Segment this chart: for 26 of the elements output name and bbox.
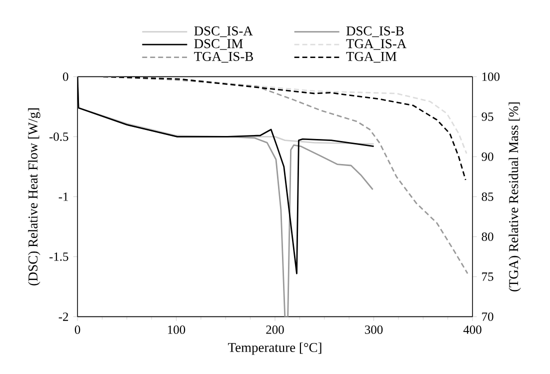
y2-tick-label: 100 xyxy=(482,72,500,81)
legend-label: DSC_IM xyxy=(194,39,243,50)
y-axis-title: (DSC) Relative Heat Flow [W/g] xyxy=(28,108,40,286)
x-tick-label: 200 xyxy=(266,326,284,334)
y2-tick-label: 95 xyxy=(482,112,494,121)
y2-tick-label: 75 xyxy=(482,272,494,281)
y-tick-label: -1 xyxy=(58,192,68,201)
y2-tick-label: 90 xyxy=(482,152,494,161)
x-axis-title: Temperature [°C] xyxy=(228,342,322,355)
x-tick-label: 100 xyxy=(168,326,186,334)
y2-tick-label: 85 xyxy=(482,192,494,201)
legend-label: DSC_IS-A xyxy=(194,26,253,38)
y-tick-label: 0 xyxy=(62,72,68,81)
x-tick-label: 400 xyxy=(463,326,482,334)
y2-tick-label: 80 xyxy=(482,232,494,241)
y-tick-label: -2 xyxy=(58,312,68,321)
y-tick-label: -1.5 xyxy=(49,252,68,261)
y2-tick-label: 70 xyxy=(482,312,494,321)
x-tick-label: 300 xyxy=(365,326,383,334)
legend-label: TGA_IS-A xyxy=(346,39,406,50)
x-tick-label: 0 xyxy=(74,326,80,334)
legend-label: TGA_IM xyxy=(346,52,396,63)
y2-axis-title: (TGA) Relative Residual Mass [%] xyxy=(508,102,521,292)
y-tick-label: -0.5 xyxy=(49,132,68,141)
legend-label: DSC_IS-B xyxy=(346,26,404,38)
legend-label: TGA_IS-B xyxy=(194,52,253,63)
